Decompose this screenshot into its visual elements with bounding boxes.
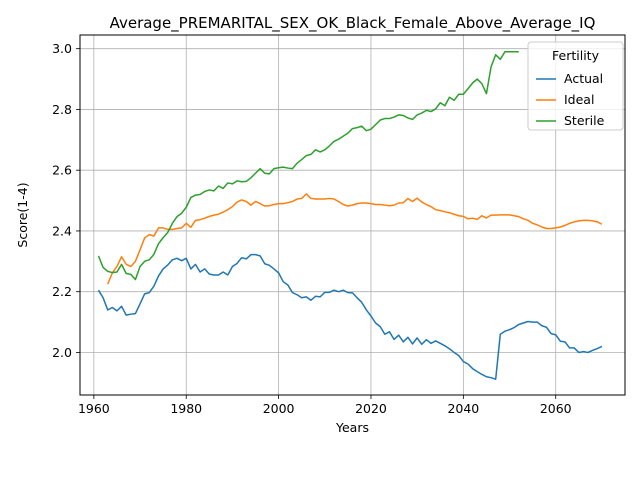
x-tick-label: 2020 xyxy=(355,401,387,416)
x-axis-label: Years xyxy=(335,420,369,435)
chart-title: Average_PREMARITAL_SEX_OK_Black_Female_A… xyxy=(110,14,596,33)
legend-label-ideal: Ideal xyxy=(564,92,594,107)
y-axis-label: Score(1-4) xyxy=(15,182,30,247)
x-tick-label: 1960 xyxy=(78,401,110,416)
plot-frame xyxy=(79,34,626,396)
y-axis: 2.0 2.2 2.4 2.6 2.8 3.0 xyxy=(52,41,80,360)
series-line-actual xyxy=(97,253,603,380)
series-line-ideal xyxy=(107,193,603,285)
legend-label-sterile: Sterile xyxy=(564,113,605,128)
x-tick-label: 2000 xyxy=(263,401,295,416)
series-line-sterile xyxy=(97,50,519,281)
x-tick-label: 2040 xyxy=(447,401,479,416)
y-tick-label: 3.0 xyxy=(52,41,72,56)
y-tick-label: 2.8 xyxy=(52,102,72,117)
x-tick-label: 1980 xyxy=(170,401,202,416)
x-tick-label: 2060 xyxy=(540,401,572,416)
legend-label-actual: Actual xyxy=(564,71,603,86)
y-tick-label: 2.4 xyxy=(52,223,72,238)
series-layer xyxy=(97,50,603,380)
legend: Fertility Actual Ideal Sterile xyxy=(527,41,624,131)
y-tick-label: 2.0 xyxy=(52,345,72,360)
x-axis: 1960 1980 2000 2020 2040 2060 xyxy=(78,395,572,416)
y-tick-label: 2.2 xyxy=(52,284,72,299)
legend-title: Fertility xyxy=(552,48,600,63)
legend-box xyxy=(527,41,624,131)
y-tick-label: 2.6 xyxy=(52,163,72,178)
